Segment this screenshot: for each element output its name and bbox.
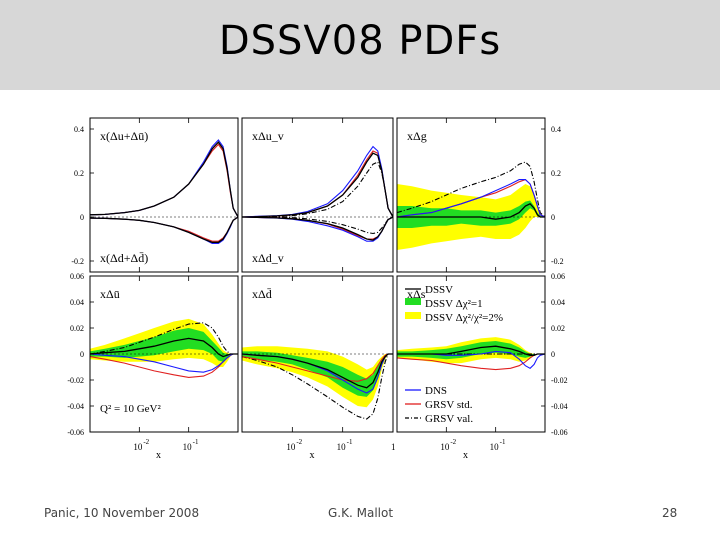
legend-label-5: GRSV val. xyxy=(425,413,473,425)
legend-label-0: DSSV xyxy=(425,284,453,296)
y-tick-label-ubar-1: 0.04 xyxy=(70,298,84,307)
y-tick-label-s-3: 0 xyxy=(551,350,555,359)
curve-ubar-GRSV_val xyxy=(89,322,238,355)
footer-center: G.K. Mallot xyxy=(328,506,394,520)
y-tick-label-u-0: 0.4 xyxy=(74,125,84,134)
curve-ubar-DSSV xyxy=(89,337,238,358)
band-green-dbar xyxy=(242,351,393,397)
y-tick-label-ubar-2: 0.02 xyxy=(70,324,84,333)
panel-label-bottom-u: x(Δd+Δd̄) xyxy=(100,251,148,265)
y-tick-label-g-3: -0.2 xyxy=(551,257,564,266)
legend-label-2: DSSV Δχ²/χ²=2% xyxy=(425,312,503,324)
page-number: 28 xyxy=(662,506,678,520)
panel-label-bottom-uv: xΔd_v xyxy=(252,251,284,265)
panel-label-dbar: xΔd̄ xyxy=(252,287,272,301)
legend-label-3: DNS xyxy=(425,385,447,397)
tick-labels: 0.4 0.2 0 -0.2 0.4 0.2 0 -0.2 0.06 0.04 0.02 0 -0.02… xyxy=(67,125,567,461)
x-tick-label-5-0.1: 10 xyxy=(490,442,500,452)
panel-label-u: x(Δu+Δū) xyxy=(100,129,148,143)
x-tick-label-3-0.01: 10 xyxy=(133,442,143,452)
y-tick-label-ubar-3: 0 xyxy=(80,350,84,359)
x-tick-label-3-0.1: 10 xyxy=(183,442,193,452)
curve-s-DSSV xyxy=(397,345,545,356)
y-tick-label-u-1: 0.2 xyxy=(74,169,84,178)
slide-title: DSSV08 PDFs xyxy=(218,18,502,64)
curve-dbar-GRSV_std xyxy=(241,353,393,382)
legend-label-1: DSSV Δχ²=1 xyxy=(425,298,483,310)
panel-label-ubar: xΔū xyxy=(100,287,120,301)
curve-d_plus-DNS xyxy=(89,216,239,244)
y-tick-label-g-2: 0 xyxy=(551,213,555,222)
x-tick-sup-4-0.01: -2 xyxy=(296,438,302,446)
footer-left: Panic, 10 November 2008 xyxy=(44,506,200,520)
band-green-g xyxy=(397,200,545,228)
y-tick-label-ubar-5: -0.04 xyxy=(67,402,84,411)
y-tick-label-s-5: -0.04 xyxy=(551,402,568,411)
panel-note-ubar: Q² = 10 GeV² xyxy=(100,403,161,415)
y-tick-label-s-4: -0.02 xyxy=(551,376,568,385)
legend: DSSV DSSV Δχ²=1 DSSV Δχ²/χ²=2% DNS GRSV std.… xyxy=(405,284,503,425)
y-tick-label-s-2: 0.02 xyxy=(551,324,565,333)
legend-swatch-1 xyxy=(405,298,421,305)
panel-frame-g xyxy=(396,117,546,273)
x-tick-label-one: 1 xyxy=(391,442,396,452)
band-green-ubar xyxy=(90,328,238,362)
curve-dbar-DSSV xyxy=(241,353,393,389)
x-tick-label-5-0.01: 10 xyxy=(440,442,450,452)
panel-frame-dbar xyxy=(241,275,394,433)
curve-d_plus-GRSV_std xyxy=(89,216,239,242)
panel-frames xyxy=(89,117,546,433)
x-tick-sup-4-0.1: -1 xyxy=(347,438,353,446)
panel-label-uv: xΔu_v xyxy=(252,129,284,143)
y-tick-label-ubar-0: 0.06 xyxy=(70,272,84,281)
x-tick-sup-3-0.01: -2 xyxy=(143,438,149,446)
legend-swatch-2 xyxy=(405,312,421,319)
curve-u_plus-GRSV_std xyxy=(89,143,239,218)
y-tick-label-ubar-6: -0.06 xyxy=(67,428,84,437)
x-tick-label-4-0.1: 10 xyxy=(337,442,347,452)
curve-dbar-GRSV_val xyxy=(241,353,393,420)
y-tick-label-ubar-4: -0.02 xyxy=(67,376,84,385)
xlabel-3: x xyxy=(156,450,161,461)
curve-d_v-GRSV_val xyxy=(242,216,394,235)
xlabel-4: x xyxy=(310,450,315,461)
x-tick-label-4-0.01: 10 xyxy=(286,442,296,452)
curve-g-DNS xyxy=(396,179,546,218)
y-tick-label-s-0: 0.06 xyxy=(551,272,565,281)
y-tick-label-g-1: 0.2 xyxy=(551,169,561,178)
curve-d_v-DNS xyxy=(241,216,394,242)
x-tick-sup-5-0.01: -2 xyxy=(450,438,456,446)
y-tick-label-u-3: -0.2 xyxy=(71,257,84,266)
curve-g-GRSV_val xyxy=(396,161,546,218)
panel-label-g: xΔg xyxy=(407,129,427,143)
panel-frame-uv xyxy=(241,117,394,273)
y-tick-label-g-0: 0.4 xyxy=(551,125,561,134)
curve-u_plus-DSSV xyxy=(89,141,239,218)
panel-labels: x(Δu+Δū) x(Δd+Δd̄) xΔu_v xΔd_v xΔg xΔū Q² = 10… xyxy=(100,129,427,415)
y-tick-label-s-6: -0.06 xyxy=(551,428,568,437)
curve-ubar-DNS xyxy=(89,353,238,373)
curve-u_plus-DNS xyxy=(89,139,239,218)
panel-label-s: xΔs xyxy=(407,287,426,301)
x-tick-sup-3-0.1: -1 xyxy=(193,438,199,446)
xlabel-5: x xyxy=(463,450,468,461)
curves-layer xyxy=(89,139,546,420)
legend-label-4: GRSV std. xyxy=(425,399,473,411)
x-tick-sup-5-0.1: -1 xyxy=(500,438,506,446)
curve-d_v-GRSV_std xyxy=(241,216,394,240)
panel-frame-u xyxy=(89,117,239,273)
title-bar xyxy=(0,0,720,90)
curve-d_plus-DSSV xyxy=(89,216,239,243)
y-tick-label-s-1: 0.04 xyxy=(551,298,565,307)
curve-g-DSSV xyxy=(397,203,545,220)
y-tick-label-u-2: 0 xyxy=(80,213,84,222)
curve-u_v-DSSV xyxy=(241,152,394,218)
curve-d_v-DSSV xyxy=(241,216,394,241)
